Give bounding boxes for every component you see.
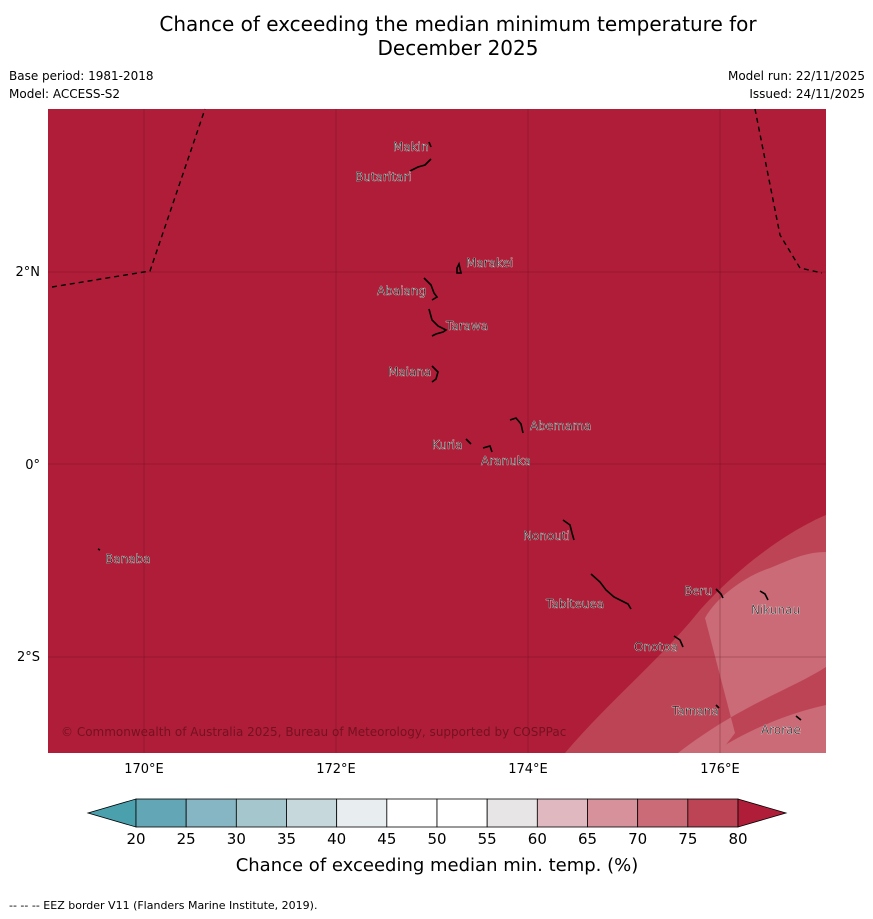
colorbar-box-65-70 — [587, 798, 639, 828]
copyright-watermark: © Commonwealth of Australia 2025, Bureau… — [61, 725, 566, 739]
colorbar-tick-75: 75 — [678, 830, 697, 848]
island-kuria-outline — [465, 438, 472, 445]
lon-tick-174e: 174°E — [508, 762, 548, 777]
colorbar-tick-35: 35 — [277, 830, 296, 848]
colorbar-tick-labels: 20 25 30 35 40 45 50 55 60 65 70 75 80 — [126, 830, 747, 848]
island-label-onotoa: Onotoa — [634, 640, 678, 654]
eez-borders — [51, 108, 823, 288]
island-label-aranuka: Aranuka — [481, 454, 531, 468]
lon-tick-176e: 176°E — [700, 762, 740, 777]
colorbar-box-55-60 — [486, 798, 538, 828]
colorbar-box-40-45 — [336, 798, 388, 828]
island-label-marakei: Marakei — [466, 256, 513, 270]
island-label-arorae: Arorae — [761, 723, 801, 737]
island-label-abaiang: Abaiang — [377, 284, 426, 298]
island-banaba-outline — [97, 548, 101, 551]
island-label-maiana: Maiana — [388, 365, 431, 379]
colorbar-tick-55: 55 — [478, 830, 497, 848]
model-run-text: Model run: 22/11/2025 — [727, 69, 865, 83]
eez-footnote: -- -- -- EEZ border V11 (Flanders Marine… — [9, 899, 318, 912]
island-label-makin: Makin — [393, 140, 429, 154]
lat-tick-2s: 2°S — [17, 650, 40, 665]
island-makin-outline — [428, 141, 432, 148]
colorbar-box-30-35 — [235, 798, 287, 828]
colorbar-box-60-65 — [536, 798, 588, 828]
island-nonouti-outline — [562, 519, 575, 541]
island-beru-outline — [715, 588, 724, 599]
island-label-abemama: Abemama — [530, 419, 591, 433]
meta-left: Base period: 1981-2018 Model: ACCESS-S2 — [9, 67, 154, 103]
lon-tick-172e: 172°E — [316, 762, 356, 777]
island-label-banaba: Banaba — [105, 552, 151, 566]
colorbar-tick-40: 40 — [327, 830, 346, 848]
island-onotoa-outline — [673, 635, 684, 648]
colorbar-tick-70: 70 — [628, 830, 647, 848]
lon-tick-170e: 170°E — [124, 762, 164, 777]
colorbar-tick-30: 30 — [227, 830, 246, 848]
island-nikunau-outline — [759, 590, 769, 601]
island-tabiteuea-outline — [590, 573, 632, 610]
colorbar: 20 25 30 35 40 45 50 55 60 65 70 75 80 Chance of exc… — [86, 798, 788, 876]
colorbar-box-35-40 — [286, 798, 338, 828]
island-butaritari-outline — [409, 158, 432, 172]
island-tamana-outline — [715, 704, 720, 709]
colorbar-under-arrow — [86, 798, 137, 828]
issued-text: Issued: 24/11/2025 — [749, 87, 865, 101]
colorbar-label: Chance of exceeding median min. temp. (%… — [236, 855, 639, 876]
lat-tick-0: 0° — [25, 458, 40, 473]
colorbar-box-70-75 — [637, 798, 689, 828]
graticule — [48, 109, 826, 753]
island-label-butaritari: Butaritari — [355, 170, 412, 184]
colorbar-tick-45: 45 — [377, 830, 396, 848]
map-panel: Makin Butaritari Marakei Abaiang Tarawa … — [48, 108, 826, 753]
colorbar-box-75-80 — [687, 798, 739, 828]
island-label-kuria: Kuria — [432, 438, 463, 452]
colorbar-tick-80: 80 — [728, 830, 747, 848]
colorbar-box-25-30 — [185, 798, 237, 828]
island-label-tarawa: Tarawa — [445, 319, 488, 333]
eez-border-east — [754, 108, 823, 274]
island-aranuka-outline — [482, 445, 493, 453]
colorbar-tick-50: 50 — [427, 830, 446, 848]
island-label-tabiteuea: Tabiteuea — [545, 597, 604, 611]
lat-tick-2n: 2°N — [16, 265, 41, 280]
colorbar-box-50-55 — [436, 798, 488, 828]
island-maiana-outline — [431, 365, 439, 383]
island-tarawa-outline — [428, 308, 448, 337]
colorbar-tick-25: 25 — [177, 830, 196, 848]
lat-tick-labels: 2°N 0° 2°S — [16, 265, 41, 665]
colorbar-boxes — [135, 798, 739, 828]
map-title: Chance of exceeding the median minimum t… — [0, 12, 873, 60]
colorbar-over-arrow — [737, 798, 788, 828]
island-label-nonouti: Nonouti — [523, 529, 570, 543]
eez-border-west — [51, 108, 206, 288]
island-arorae-outline — [795, 715, 802, 721]
lon-tick-labels: 170°E 172°E 174°E 176°E — [124, 762, 740, 777]
island-label-tamana: Tamana — [671, 704, 719, 718]
colorbar-tick-60: 60 — [528, 830, 547, 848]
island-abaiang-outline — [423, 277, 439, 301]
meta-right: Model run: 22/11/2025 Issued: 24/11/2025 — [728, 67, 865, 103]
island-abemama-outline — [509, 417, 524, 434]
island-label-nikunau: Nikunau — [751, 603, 800, 617]
colorbar-tick-20: 20 — [126, 830, 145, 848]
island-outlines — [97, 141, 802, 721]
island-marakei-outline — [456, 261, 462, 274]
colorbar-box-45-50 — [386, 798, 438, 828]
band-70-75 — [678, 552, 826, 753]
island-label-beru: Beru — [684, 584, 712, 598]
title-line-1: Chance of exceeding the median minimum t… — [159, 12, 757, 36]
title-line-2: December 2025 — [377, 36, 539, 60]
colorbar-box-20-25 — [135, 798, 187, 828]
colorbar-tick-65: 65 — [578, 830, 597, 848]
island-labels: Makin Butaritari Marakei Abaiang Tarawa … — [105, 140, 801, 737]
model-text: Model: ACCESS-S2 — [9, 87, 121, 101]
base-period-text: Base period: 1981-2018 — [9, 69, 154, 83]
